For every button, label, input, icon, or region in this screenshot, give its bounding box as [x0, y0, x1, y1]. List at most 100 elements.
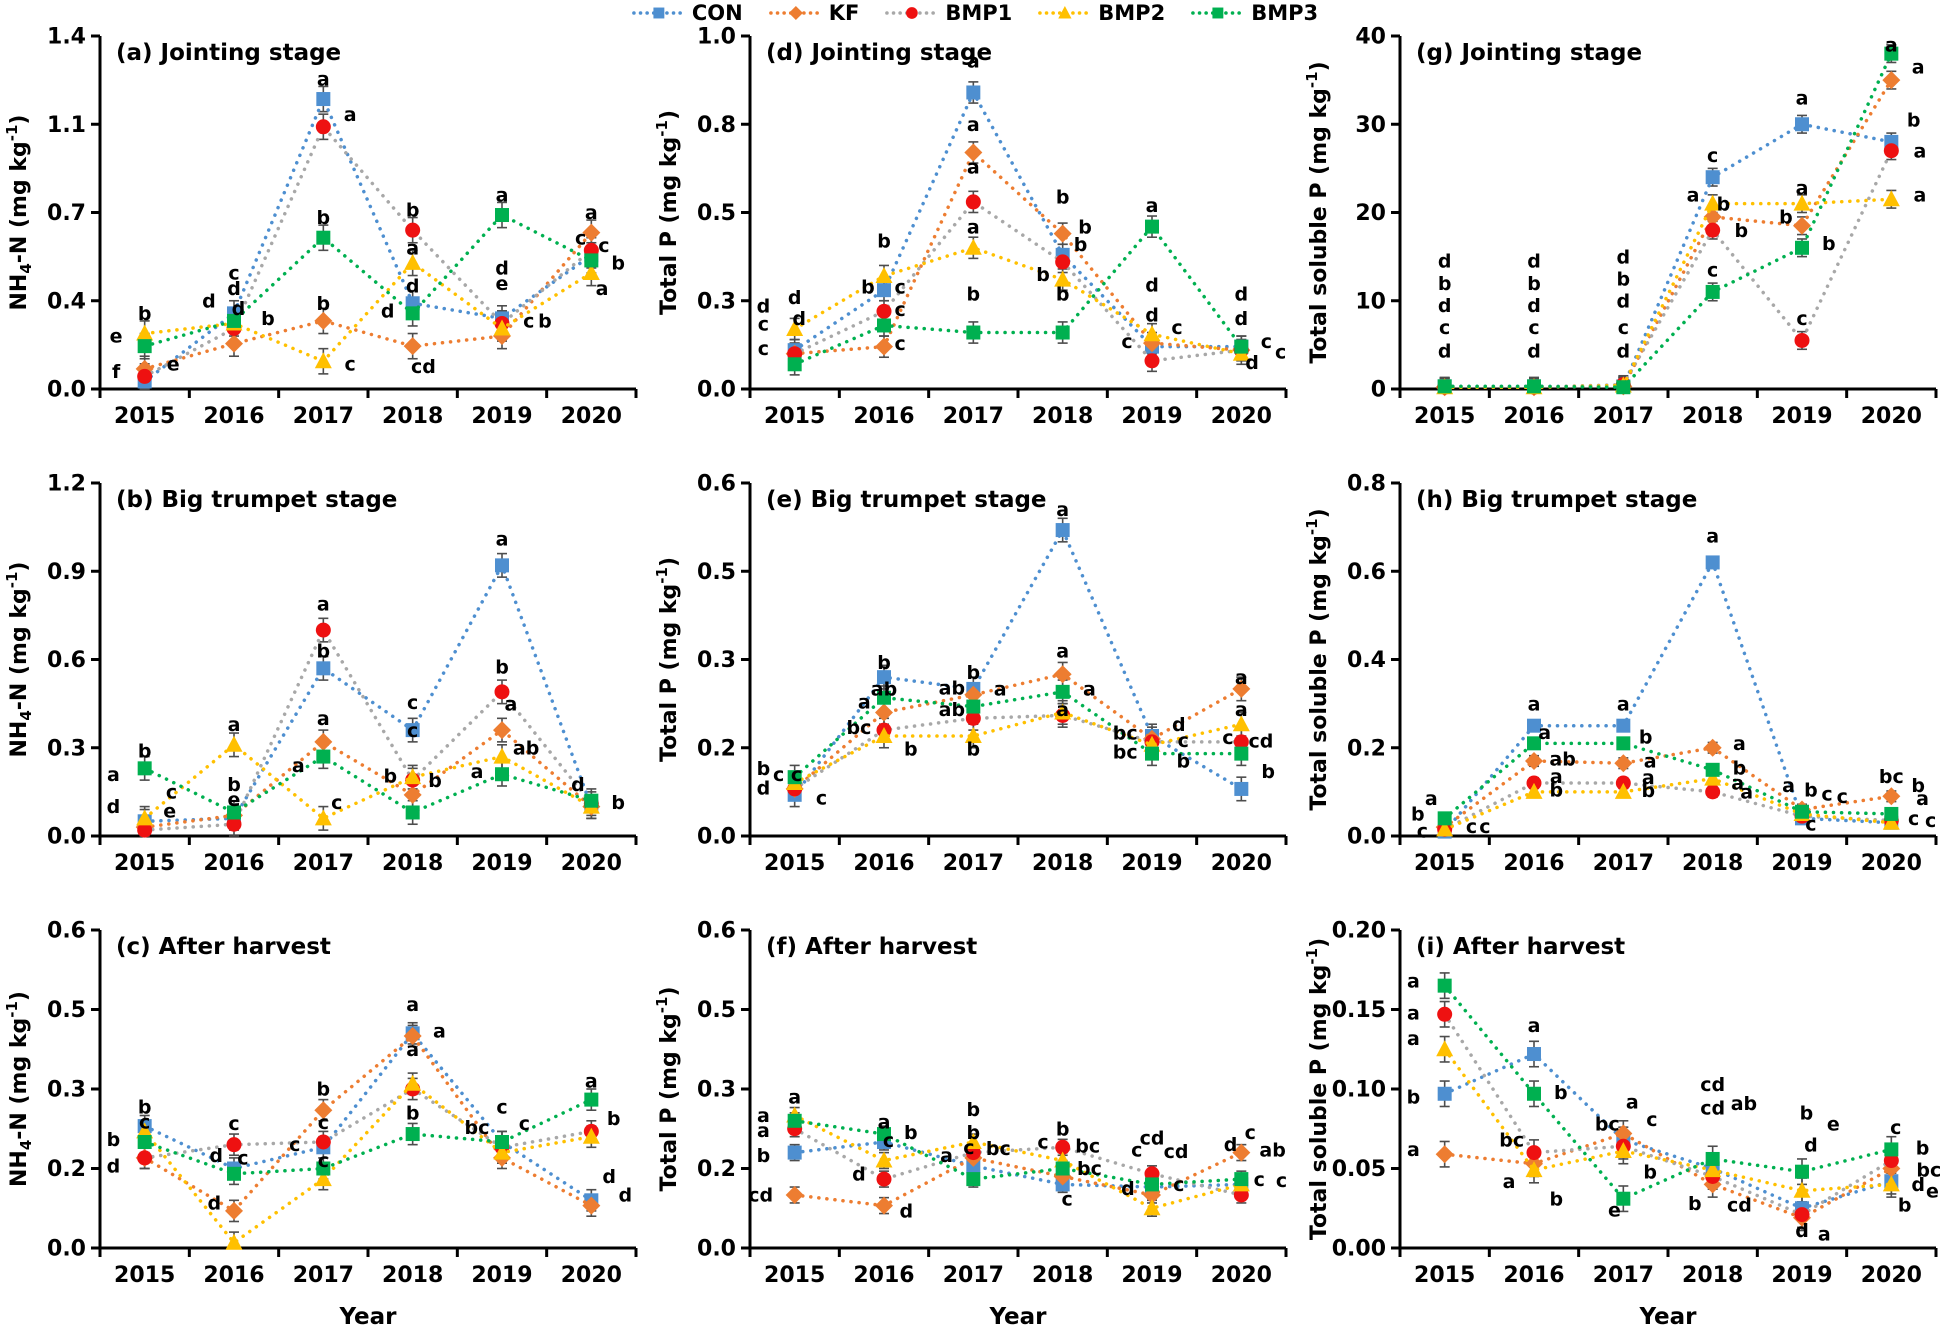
x-tick-label: 2020	[1211, 404, 1272, 429]
significance-letter: c	[1275, 342, 1286, 364]
series-marker-BMP3	[316, 1161, 331, 1176]
significance-letter: d	[571, 774, 585, 796]
series-marker-BMP3	[966, 699, 981, 714]
series-marker-BMP1	[315, 1134, 331, 1150]
y-tick-label: 0.8	[697, 113, 736, 138]
series-marker-BMP3	[877, 1127, 891, 1142]
significance-letter: c	[1528, 317, 1539, 339]
x-tick-label: 2020	[561, 404, 622, 429]
series-marker-BMP3	[1055, 1161, 1070, 1176]
series-marker-KF	[1525, 751, 1543, 770]
series-marker-BMP3	[584, 1092, 599, 1107]
series-marker-BMP2	[404, 253, 422, 270]
y-tick-label: 0.20	[1332, 919, 1386, 944]
series-line-BMP3	[1442, 983, 1894, 1201]
x-tick-label: 2016	[1503, 851, 1564, 876]
significance-letter: b	[138, 303, 152, 325]
significance-letter: a	[1407, 1002, 1420, 1024]
x-tick-label: 2018	[1032, 404, 1093, 429]
series-marker-KF	[582, 1196, 601, 1215]
significance-letter: b	[967, 1099, 981, 1121]
significance-letter: c	[228, 263, 239, 285]
significance-letter: d	[1121, 1178, 1135, 1200]
significance-letter: a	[505, 693, 518, 715]
legend-item-bmp1: BMP1	[885, 1, 1012, 25]
series-marker-KF	[314, 732, 333, 751]
series-marker-KF	[875, 1196, 893, 1215]
significance-letter: bc	[847, 717, 872, 739]
significance-letter: a	[496, 185, 509, 207]
significance-letter: d	[232, 298, 246, 320]
significance-letter: b	[428, 770, 442, 792]
series-marker-KF	[1435, 1145, 1454, 1164]
y-tick-label: 0.0	[47, 825, 86, 850]
significance-letter: a	[433, 1020, 446, 1042]
significance-letter: d	[757, 296, 771, 318]
series-marker-BMP1	[1794, 332, 1810, 348]
significance-letter: a	[1740, 782, 1753, 804]
significance-letter: b	[1804, 779, 1818, 801]
chart-legend: CON KF BMP1 BMP2 BMP3	[632, 1, 1318, 25]
significance-letter: c	[289, 1134, 300, 1156]
significance-letter: c	[318, 1112, 329, 1134]
series-line-KF	[792, 672, 1244, 791]
x-tick-label: 2017	[1593, 1263, 1654, 1288]
significance-letter: a	[1731, 773, 1744, 795]
significance-letter: bc	[1113, 742, 1138, 764]
chart-svg-f: 0.0 0.2 0.3 0.5 0.6 2015 2016 2017 2018 2019 2020 Y…	[653, 919, 1288, 1330]
series-marker-KF	[225, 334, 243, 353]
significance-letter: d	[107, 1156, 121, 1178]
series-marker-BMP2	[404, 768, 422, 785]
series-marker-BMP3	[495, 208, 509, 223]
series-marker-KF	[1232, 1143, 1251, 1162]
significance-letter: c	[1171, 317, 1182, 339]
x-tick-label: 2015	[1414, 851, 1475, 876]
significance-letter: d	[1438, 251, 1452, 273]
series-marker-BMP3	[1437, 379, 1452, 394]
panel-d-jointing-totalp: 0.0 0.3 0.5 0.8 1.0 2015 2016 2017 2018 2019 2020 T…	[650, 0, 1300, 447]
significance-letter: b	[1056, 1118, 1070, 1140]
series-marker-BMP2	[225, 735, 243, 752]
y-tick-label: 0.3	[47, 736, 86, 761]
legend-marker-con-icon	[632, 7, 686, 19]
panel-i-afterharvest-solublep: 0.00 0.05 0.10 0.15 0.20 2015 2016 2017 2018 2019…	[1300, 894, 1950, 1342]
series-marker-BMP1	[1526, 1145, 1542, 1161]
series-marker-BMP1	[137, 1150, 153, 1166]
significance-letter: c	[1178, 730, 1189, 752]
significance-letter: b	[317, 293, 331, 315]
series-line-BMP1	[142, 123, 594, 379]
series-marker-BMP1	[1055, 254, 1071, 270]
x-tick-label: 2020	[1861, 1263, 1922, 1288]
significance-letter: a	[1528, 1015, 1541, 1037]
series-line-BMP1	[792, 713, 1244, 791]
significance-letter: b	[1527, 273, 1541, 295]
significance-letter: b	[757, 758, 771, 780]
significance-letter: c	[1890, 1117, 1901, 1139]
y-tick-label: 0.0	[697, 825, 736, 850]
x-tick-label: 2018	[1032, 851, 1093, 876]
series-line-BMP1	[1442, 781, 1894, 832]
significance-letter: c	[523, 311, 534, 333]
series-marker-BMP1	[226, 816, 242, 832]
y-tick-label: 0.10	[1332, 1078, 1386, 1103]
y-tick-label: 1.4	[47, 25, 86, 50]
y-tick-label: 1.0	[697, 25, 736, 50]
significance-letter: d	[227, 278, 241, 300]
significance-letter: b	[877, 230, 891, 252]
y-tick-label: 0.5	[47, 998, 86, 1023]
significance-letter: b	[138, 1097, 152, 1119]
series-marker-BMP3	[1705, 762, 1720, 777]
y-axis-title: Total soluble P (mg kg-1​)	[1303, 938, 1332, 1240]
significance-letter: c	[1121, 331, 1132, 353]
significance-letter: d	[792, 308, 806, 330]
y-tick-label: 0.7	[47, 201, 86, 226]
x-tick-label: 2016	[853, 851, 914, 876]
axes	[1398, 930, 1936, 1250]
significance-letter: bc	[1075, 1135, 1100, 1157]
significance-letter: a	[317, 69, 330, 91]
series-marker-BMP3	[1437, 978, 1452, 993]
y-tick-label: 0.3	[697, 1078, 736, 1103]
significance-letter: b	[317, 640, 331, 662]
significance-letter: a	[1818, 1223, 1831, 1245]
significance-letter: bc	[1916, 1160, 1941, 1182]
